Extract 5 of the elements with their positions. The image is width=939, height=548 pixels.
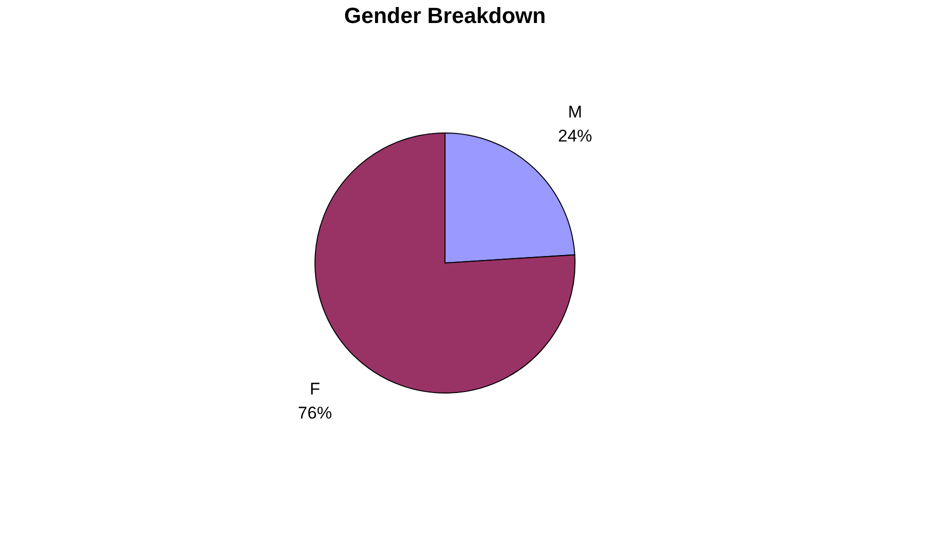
slice-label: F xyxy=(310,380,320,399)
data-label: 24% xyxy=(558,126,592,146)
slice-label: M xyxy=(568,102,582,122)
data-label: 76% xyxy=(298,404,332,423)
chart-title: Gender Breakdown xyxy=(344,3,546,28)
